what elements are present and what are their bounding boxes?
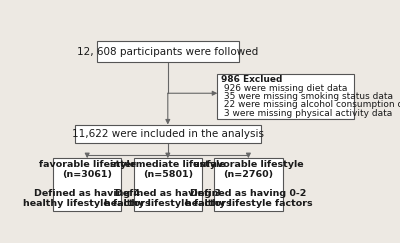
Text: (n=3061): (n=3061) <box>62 170 112 179</box>
Text: (n=2760): (n=2760) <box>223 170 274 179</box>
Bar <box>218 74 354 119</box>
Text: 926 were missing diet data: 926 were missing diet data <box>221 84 348 93</box>
Bar <box>75 125 261 143</box>
Text: (n=5801): (n=5801) <box>143 170 193 179</box>
Bar <box>53 158 121 211</box>
Text: healthy lifestyle factors: healthy lifestyle factors <box>23 199 151 208</box>
Text: healthy lifestyle factors: healthy lifestyle factors <box>104 199 232 208</box>
Bar <box>134 158 202 211</box>
Text: 35 were missing smoking status data: 35 were missing smoking status data <box>221 92 393 101</box>
Text: 12, 608 participants were followed: 12, 608 participants were followed <box>77 47 258 57</box>
Text: Defined as having 4: Defined as having 4 <box>34 189 140 198</box>
Text: 986 Exclued: 986 Exclued <box>221 75 282 84</box>
Text: 3 were missing physical activity data: 3 were missing physical activity data <box>221 109 392 118</box>
Bar <box>214 158 282 211</box>
Text: 22 were missing alcohol consumption data: 22 were missing alcohol consumption data <box>221 101 400 110</box>
Text: 11,622 were included in the analysis: 11,622 were included in the analysis <box>72 129 264 139</box>
Text: Defined as having 3: Defined as having 3 <box>115 189 221 198</box>
Text: healthy lifestyle factors: healthy lifestyle factors <box>184 199 312 208</box>
Text: Defined as having 0-2: Defined as having 0-2 <box>190 189 306 198</box>
Bar <box>96 41 239 62</box>
Text: intermediate lifestyle: intermediate lifestyle <box>110 160 226 169</box>
Text: favorable lifestyle: favorable lifestyle <box>39 160 136 169</box>
Text: unfavorable lifestyle: unfavorable lifestyle <box>193 160 304 169</box>
